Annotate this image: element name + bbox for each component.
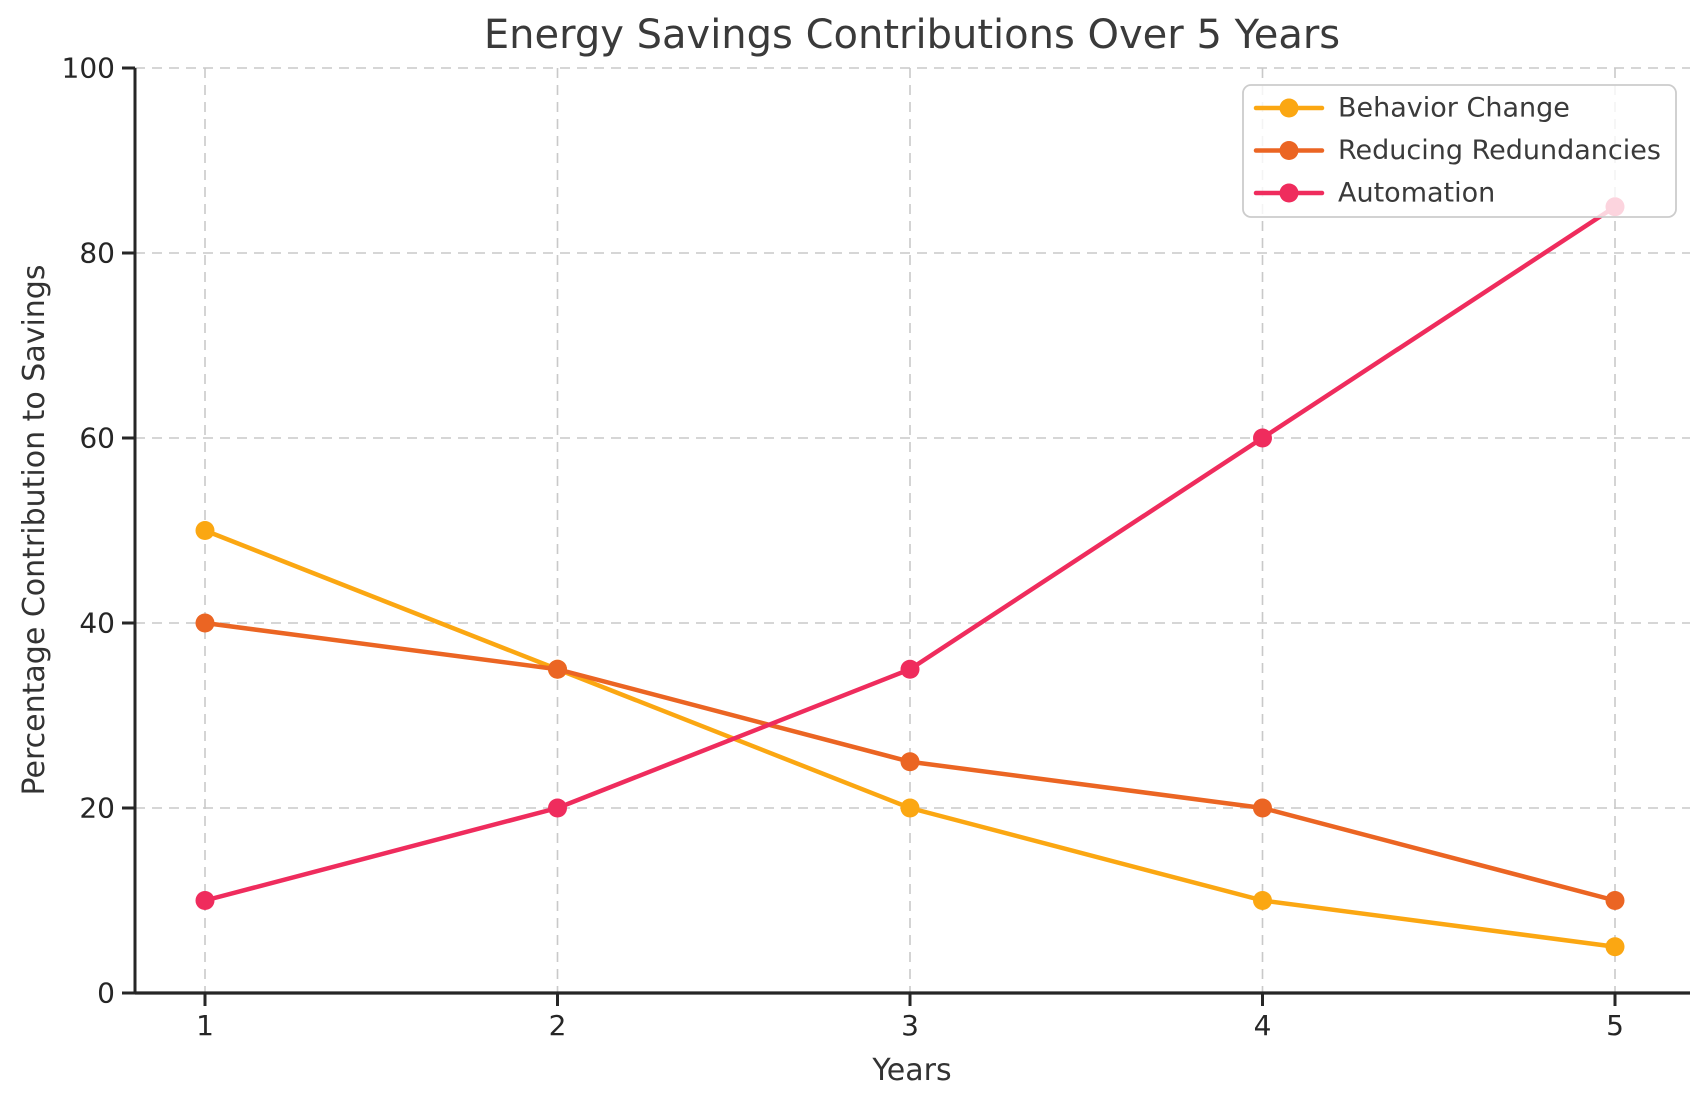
data-point-marker xyxy=(195,891,215,910)
y-tick-label: 20 xyxy=(79,792,115,825)
legend-marker xyxy=(1279,141,1299,160)
series-reducing-redundancies xyxy=(195,613,1625,910)
y-tick-label: 80 xyxy=(79,237,115,270)
y-axis-label: Percentage Contribution to Savings xyxy=(17,265,52,796)
data-point-marker xyxy=(1253,891,1272,910)
legend-box xyxy=(1242,84,1677,218)
legend-item-label: Behavior Change xyxy=(1338,93,1570,124)
data-point-marker xyxy=(900,659,920,679)
data-point-marker xyxy=(1253,798,1272,818)
data-point-marker xyxy=(548,798,567,818)
x-tick-label: 2 xyxy=(549,1009,567,1042)
data-point-marker xyxy=(548,659,567,679)
x-tick-label: 5 xyxy=(1606,1009,1624,1042)
y-tick-label: 100 xyxy=(62,52,115,85)
series xyxy=(195,197,1625,957)
legend: Behavior Change Reducing Redundancies Auto… xyxy=(1242,84,1677,218)
legend-item-label: Automation xyxy=(1338,178,1495,209)
y-tick-label: 0 xyxy=(97,977,115,1010)
chart-title: Energy Savings Contributions Over 5 Year… xyxy=(484,12,1340,58)
x-axis-label: Years xyxy=(871,1053,951,1088)
y-tick-label: 60 xyxy=(79,422,115,455)
legend-item-label: Reducing Redundancies xyxy=(1338,135,1661,166)
x-tick-label: 3 xyxy=(901,1009,919,1042)
data-point-marker xyxy=(1605,891,1625,910)
data-point-marker xyxy=(900,798,920,818)
grid xyxy=(135,67,1690,993)
legend-marker xyxy=(1279,183,1299,203)
axes: 0 20 40 60 80 100 1 2 3 4 5 xyxy=(62,52,1690,1042)
data-point-marker xyxy=(900,752,920,772)
data-point-marker xyxy=(1253,428,1272,448)
legend-item: Automation xyxy=(1253,178,1495,209)
data-point-marker xyxy=(195,613,215,633)
legend-item: Reducing Redundancies xyxy=(1253,135,1661,166)
x-tick-label: 1 xyxy=(196,1009,214,1042)
legend-marker xyxy=(1279,98,1299,118)
data-point-marker xyxy=(195,521,215,540)
y-tick-label: 40 xyxy=(79,607,115,640)
data-point-marker xyxy=(1605,937,1625,957)
x-tick-label: 4 xyxy=(1254,1009,1272,1042)
legend-item: Behavior Change xyxy=(1253,93,1570,124)
